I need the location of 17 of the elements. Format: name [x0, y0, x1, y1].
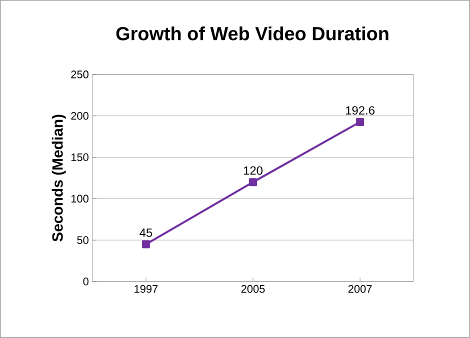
chart-title: Growth of Web Video Duration	[116, 26, 388, 40]
y-tick-label: 200	[71, 112, 88, 120]
x-tick-label: 2007	[348, 285, 372, 293]
y-tick-label: 150	[71, 153, 88, 162]
data-label: 45	[140, 228, 152, 237]
data-label: 192.6	[346, 106, 374, 115]
y-tick-label: 0	[83, 278, 88, 286]
data-label: 120	[244, 166, 263, 175]
y-tick-label: 100	[71, 194, 88, 203]
point	[356, 118, 364, 126]
point	[249, 178, 258, 186]
y-tick-label: 50	[77, 236, 88, 244]
y-axis-title: Seconds (Median)	[52, 114, 66, 242]
x-tick-label: 1997	[134, 285, 158, 293]
y-tick-label: 250	[71, 70, 88, 78]
x-tick-label: 2005	[241, 285, 265, 293]
point	[142, 240, 150, 248]
